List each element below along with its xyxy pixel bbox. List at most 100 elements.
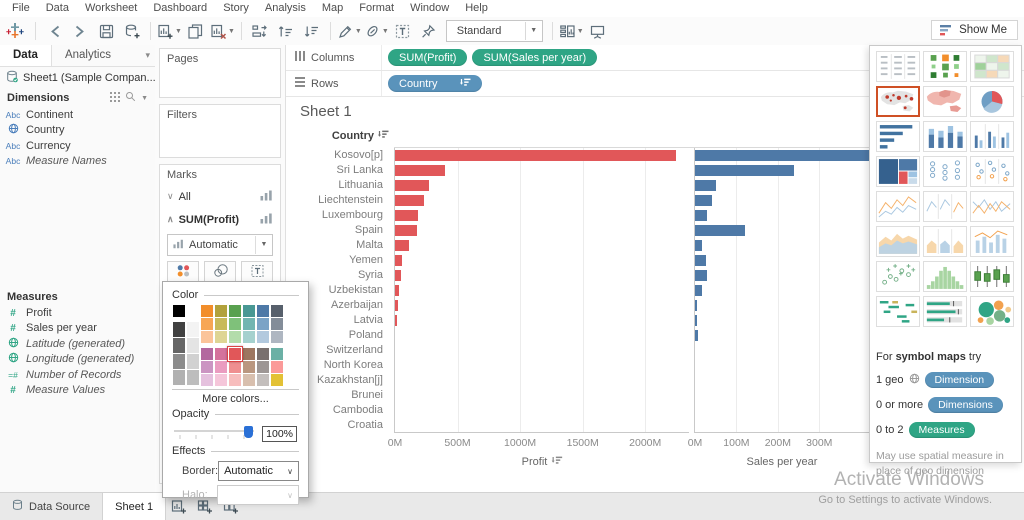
menu-item-analysis[interactable]: Analysis (264, 2, 306, 14)
new-worksheet-button[interactable] (166, 493, 192, 520)
pill-sum-profit-[interactable]: SUM(Profit) (388, 49, 468, 66)
show-me-thumb-filled-map[interactable] (923, 86, 967, 117)
color-swatch[interactable] (257, 305, 269, 317)
color-swatch[interactable] (229, 374, 241, 386)
show-me-thumb-stacked-bars[interactable] (923, 121, 967, 152)
menu-item-help[interactable]: Help (465, 2, 488, 14)
bar-kosovo-p-[interactable] (695, 150, 869, 161)
presentation-mode-button[interactable] (586, 19, 610, 43)
bar-syria[interactable] (395, 270, 402, 281)
show-hide-cards-button[interactable]: ▼ (559, 19, 584, 43)
chevron-down-icon[interactable]: ∨ (167, 191, 174, 201)
color-swatch[interactable] (173, 305, 185, 317)
bar-latvia[interactable] (695, 315, 697, 326)
color-swatch[interactable] (215, 331, 227, 343)
measure-measure-values[interactable]: # Measure Values (0, 383, 155, 399)
color-swatch[interactable] (229, 318, 241, 330)
color-swatch[interactable] (187, 354, 199, 369)
color-swatch[interactable] (187, 322, 199, 337)
chevron-down-icon[interactable]: ▼ (141, 94, 148, 102)
row-field-header[interactable]: Country (286, 130, 389, 142)
show-me-thumb-horizontal-bars[interactable] (876, 121, 920, 152)
show-me-thumb-heat-map[interactable] (923, 51, 967, 82)
sort-icon[interactable] (459, 78, 471, 90)
chevron-down-icon[interactable]: ▼ (381, 27, 389, 35)
show-me-thumb-discrete-area[interactable] (923, 226, 967, 257)
menu-item-file[interactable]: File (12, 2, 30, 14)
color-swatch[interactable] (215, 361, 227, 373)
chevron-up-icon[interactable]: ∧ (167, 214, 174, 224)
bar-malta[interactable] (695, 240, 702, 251)
measure-number-of-records[interactable]: =# Number of Records (0, 367, 155, 383)
color-swatch[interactable] (173, 370, 185, 385)
color-swatch[interactable] (243, 318, 255, 330)
dimension-currency[interactable]: Abc Currency (0, 138, 155, 154)
show-me-button[interactable]: Show Me (931, 20, 1018, 40)
bar-malta[interactable] (395, 240, 409, 251)
show-me-thumb-side-by-side-bars[interactable] (970, 121, 1014, 152)
color-swatch[interactable] (271, 348, 283, 360)
show-me-thumb-dual-lines[interactable] (970, 191, 1014, 222)
sort-ascending-button[interactable] (274, 19, 298, 43)
new-dashboard-button[interactable] (192, 493, 218, 520)
show-mark-labels-button[interactable] (391, 19, 415, 43)
measure-latitude-generated-[interactable]: Latitude (generated) (0, 336, 155, 352)
filters-shelf[interactable]: Filters (159, 104, 281, 158)
show-me-thumb-text-table[interactable] (876, 51, 920, 82)
bar-spain[interactable] (395, 225, 417, 236)
color-swatch[interactable] (187, 338, 199, 353)
color-swatch[interactable] (243, 361, 255, 373)
pill-sum-sales-per-year-[interactable]: SUM(Sales per year) (472, 49, 598, 66)
bar-uzbekistan[interactable] (395, 285, 399, 296)
pill-country[interactable]: Country (388, 75, 482, 92)
color-swatch[interactable] (229, 305, 241, 317)
color-swatch[interactable] (243, 305, 255, 317)
columns-shelf[interactable]: Columns SUM(Profit) SUM(Sales per year) (286, 45, 1024, 71)
bar-lithuania[interactable] (395, 180, 429, 191)
tab-analytics[interactable]: Analytics (64, 49, 111, 61)
tab-data[interactable]: Data (0, 45, 52, 66)
bar-poland[interactable] (695, 330, 699, 341)
menu-item-story[interactable]: Story (223, 2, 249, 14)
color-swatch[interactable] (201, 374, 213, 386)
axis-title-profit[interactable]: Profit (522, 456, 563, 468)
opacity-value[interactable]: 100% (262, 426, 297, 442)
bar-sri-lanka[interactable] (395, 165, 446, 176)
show-me-thumb-discrete-lines[interactable] (923, 191, 967, 222)
color-swatch[interactable] (201, 318, 213, 330)
rows-shelf[interactable]: Rows Country (286, 71, 1024, 97)
sheet-tab-sheet-1[interactable]: Sheet 1 (102, 493, 167, 520)
color-swatch[interactable] (271, 361, 283, 373)
color-swatch[interactable] (257, 361, 269, 373)
color-swatch[interactable] (201, 348, 213, 360)
color-swatch[interactable] (257, 331, 269, 343)
color-swatch-selected[interactable] (228, 347, 242, 361)
color-swatch[interactable] (243, 331, 255, 343)
sort-icon[interactable] (551, 456, 562, 468)
duplicate-button[interactable] (184, 19, 208, 43)
format-button[interactable]: ▼ (364, 19, 389, 43)
opacity-slider[interactable] (174, 426, 255, 442)
color-swatch[interactable] (243, 348, 255, 360)
menu-item-data[interactable]: Data (45, 2, 69, 14)
color-swatch[interactable] (215, 374, 227, 386)
show-me-thumb-dual-combination[interactable] (970, 226, 1014, 257)
save-button[interactable] (94, 19, 118, 43)
view-mode-select[interactable]: Standard ▼ (445, 20, 543, 42)
color-swatch[interactable] (271, 331, 283, 343)
measure-sales-per-year[interactable]: # Sales per year (0, 321, 155, 337)
fix-axes-button[interactable] (417, 19, 441, 43)
color-swatch[interactable] (215, 318, 227, 330)
color-swatch[interactable] (271, 305, 283, 317)
menu-item-format[interactable]: Format (359, 2, 395, 14)
border-select[interactable]: Automatic ∨ (218, 461, 299, 481)
color-swatch[interactable] (229, 361, 241, 373)
color-swatch[interactable] (215, 348, 227, 360)
color-swatch[interactable] (201, 331, 213, 343)
menu-item-map[interactable]: Map (321, 2, 344, 14)
chevron-down-icon[interactable]: ▼ (354, 27, 362, 35)
show-me-thumb-scatter-plot[interactable] (876, 261, 920, 292)
marks-card-sum-profit-[interactable]: ∧ SUM(Profit) (160, 208, 280, 231)
show-me-thumb-continuous-area[interactable] (876, 226, 920, 257)
color-swatch[interactable] (271, 374, 283, 386)
